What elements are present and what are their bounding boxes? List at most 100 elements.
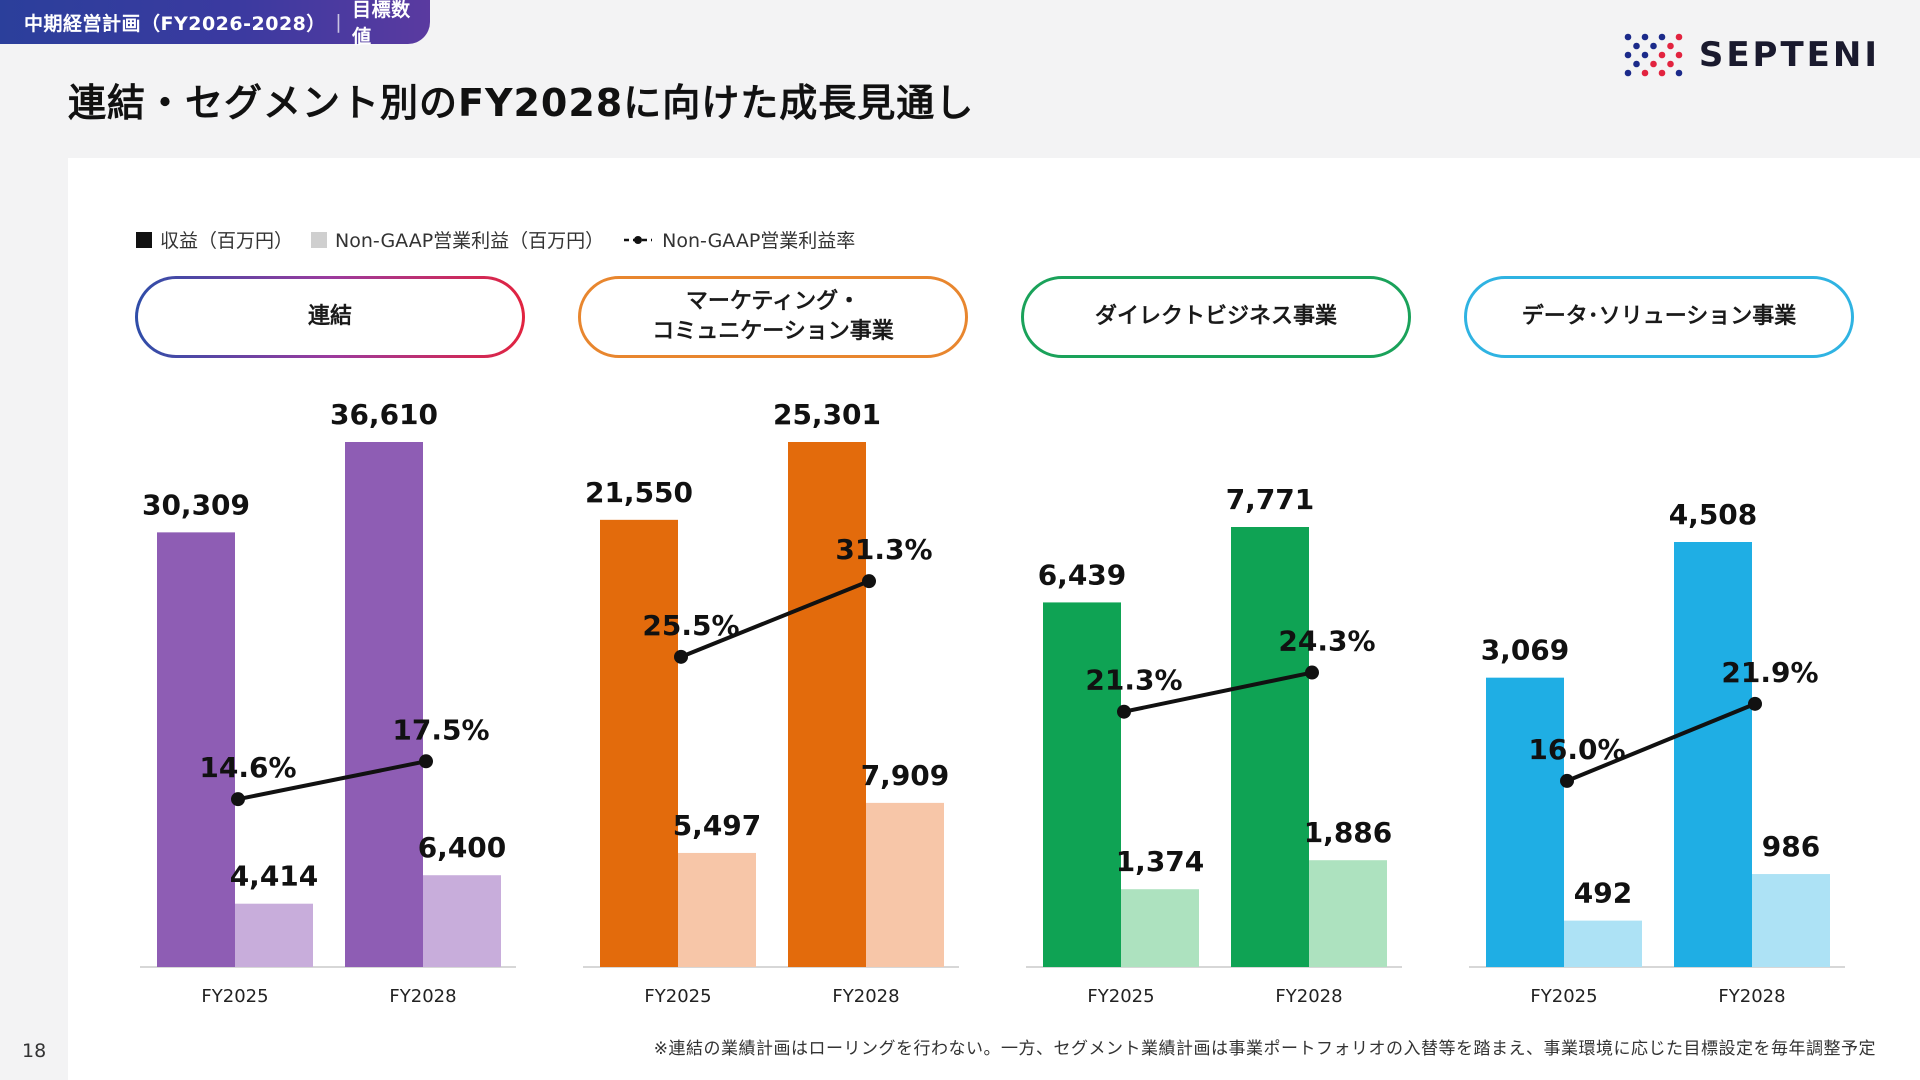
op-income-value-label: 6,400 — [418, 831, 507, 864]
legend-margin-label: Non-GAAP営業利益率 — [662, 230, 856, 252]
revenue-value-label: 36,610 — [330, 398, 438, 431]
revenue-value-label: 3,069 — [1481, 634, 1570, 667]
revenue-value-label: 7,771 — [1226, 483, 1315, 516]
margin-value-label: 21.9% — [1721, 656, 1818, 689]
logo-dot — [1633, 60, 1640, 68]
legend-revenue-label: 収益（百万円） — [160, 230, 294, 252]
op-income-bar — [423, 875, 501, 967]
revenue-value-label: 21,550 — [585, 476, 693, 509]
op-income-bar — [1752, 874, 1830, 967]
panel-title-consolidated: 連結 — [135, 276, 525, 358]
panel-title-direct-business: ダイレクトビジネス事業 — [1021, 276, 1411, 358]
legend-op-income: Non-GAAP営業利益（百万円） — [311, 226, 604, 253]
revenue-bar — [345, 442, 423, 967]
op-income-value-label: 5,497 — [673, 809, 762, 842]
logo-dot — [1675, 51, 1683, 59]
margin-value-label: 24.3% — [1278, 625, 1375, 658]
legend-op-income-swatch — [311, 231, 328, 248]
op-income-bar — [866, 802, 944, 967]
revenue-value-label: 30,309 — [142, 488, 250, 521]
op-income-value-label: 986 — [1762, 830, 1820, 863]
legend-revenue: 収益（百万円） — [136, 226, 293, 253]
section-tag-separator: | — [335, 11, 343, 33]
op-income-value-label: 7,909 — [861, 759, 950, 792]
logo-dot — [1641, 69, 1649, 77]
panel-title-marketing: マーケティング・ コミュニケーション事業 — [578, 276, 968, 358]
legend-margin-line-icon — [624, 235, 653, 244]
margin-line — [237, 759, 427, 802]
page-title: 連結・セグメント別のFY2028に向けた成長見通し — [68, 81, 975, 125]
margin-point — [674, 649, 688, 664]
op-income-bar — [1309, 860, 1387, 967]
logo-dot — [1641, 33, 1649, 41]
panel-title-data-solution: データ･ソリューション事業 — [1464, 276, 1854, 358]
logo-dot — [1633, 42, 1640, 50]
op-income-bar — [235, 903, 313, 967]
margin-line — [1566, 702, 1756, 783]
x-tick-label: FY2028 — [389, 986, 456, 1007]
margin-line — [680, 579, 870, 659]
logo-dot — [1658, 51, 1666, 59]
panel-title-direct-business-text: ダイレクトビジネス事業 — [1027, 282, 1405, 352]
legend-margin: Non-GAAP営業利益率 — [622, 226, 855, 253]
legend-revenue-swatch — [136, 231, 152, 248]
logo-dot — [1624, 51, 1632, 59]
revenue-value-label: 25,301 — [773, 398, 881, 431]
logo-dot — [1650, 42, 1657, 50]
logo-dot — [1624, 69, 1632, 77]
margin-value-label: 17.5% — [392, 713, 489, 746]
logo-text: SEPTENI — [1698, 35, 1880, 75]
septeni-logo: SEPTENI — [1623, 30, 1880, 80]
op-income-bar — [1121, 889, 1199, 967]
op-income-bar — [1564, 920, 1642, 967]
op-income-value-label: 4,414 — [230, 860, 319, 893]
panel-title-marketing-text: マーケティング・ コミュニケーション事業 — [584, 282, 962, 352]
x-tick-label: FY2025 — [1530, 986, 1597, 1007]
margin-point — [1117, 704, 1131, 719]
op-income-value-label: 1,886 — [1304, 816, 1393, 849]
margin-point — [1560, 773, 1574, 788]
revenue-bar — [1231, 527, 1309, 967]
margin-point — [1748, 696, 1762, 711]
x-tick-label: FY2025 — [1087, 986, 1154, 1007]
revenue-bar — [788, 442, 866, 967]
margin-value-label: 25.5% — [642, 609, 739, 642]
op-income-bar — [678, 852, 756, 967]
logo-dot — [1624, 33, 1632, 41]
page-number: 18 — [22, 1040, 47, 1062]
x-tick-label: FY2028 — [1275, 986, 1342, 1007]
revenue-bar — [1674, 542, 1752, 967]
margin-point — [231, 792, 245, 807]
x-tick-label: FY2025 — [644, 986, 711, 1007]
logo-dot — [1675, 69, 1683, 77]
revenue-bar — [1043, 602, 1121, 967]
x-tick-label: FY2025 — [201, 986, 268, 1007]
margin-point — [419, 754, 433, 769]
revenue-bar — [1486, 677, 1564, 967]
logo-dot — [1641, 51, 1649, 59]
section-tag: 中期経営計画（FY2026-2028） | 目標数値 — [0, 0, 430, 48]
footnote: ※連結の業績計画はローリングを行わない。一方、セグメント業績計画は事業ポートフォ… — [653, 1039, 1876, 1059]
logo-dot — [1667, 60, 1674, 68]
logo-dot — [1658, 69, 1666, 77]
legend-op-income-label: Non-GAAP営業利益（百万円） — [335, 230, 605, 252]
margin-value-label: 21.3% — [1085, 664, 1182, 697]
revenue-value-label: 6,439 — [1038, 558, 1127, 591]
margin-value-label: 31.3% — [835, 533, 932, 566]
logo-dot — [1667, 42, 1674, 50]
section-tag-main: 中期経営計画（FY2026-2028） — [24, 12, 326, 35]
panel-title-consolidated-text: 連結 — [138, 279, 522, 355]
revenue-bar — [600, 519, 678, 967]
logo-dot — [1675, 33, 1683, 41]
x-tick-label: FY2028 — [1718, 986, 1785, 1007]
op-income-value-label: 492 — [1574, 877, 1632, 910]
margin-value-label: 14.6% — [199, 751, 296, 784]
margin-value-label: 16.0% — [1528, 733, 1625, 766]
logo-dot — [1658, 33, 1666, 41]
section-tag-sub: 目標数値 — [352, 0, 411, 48]
panel-title-data-solution-text: データ･ソリューション事業 — [1470, 282, 1848, 352]
revenue-bar — [157, 532, 235, 967]
logo-dot — [1650, 60, 1657, 68]
septeni-dot-icon — [1624, 33, 1683, 77]
chart-legend: 収益（百万円） Non-GAAP営業利益（百万円） Non-GAAP営業利益率 — [136, 226, 873, 253]
